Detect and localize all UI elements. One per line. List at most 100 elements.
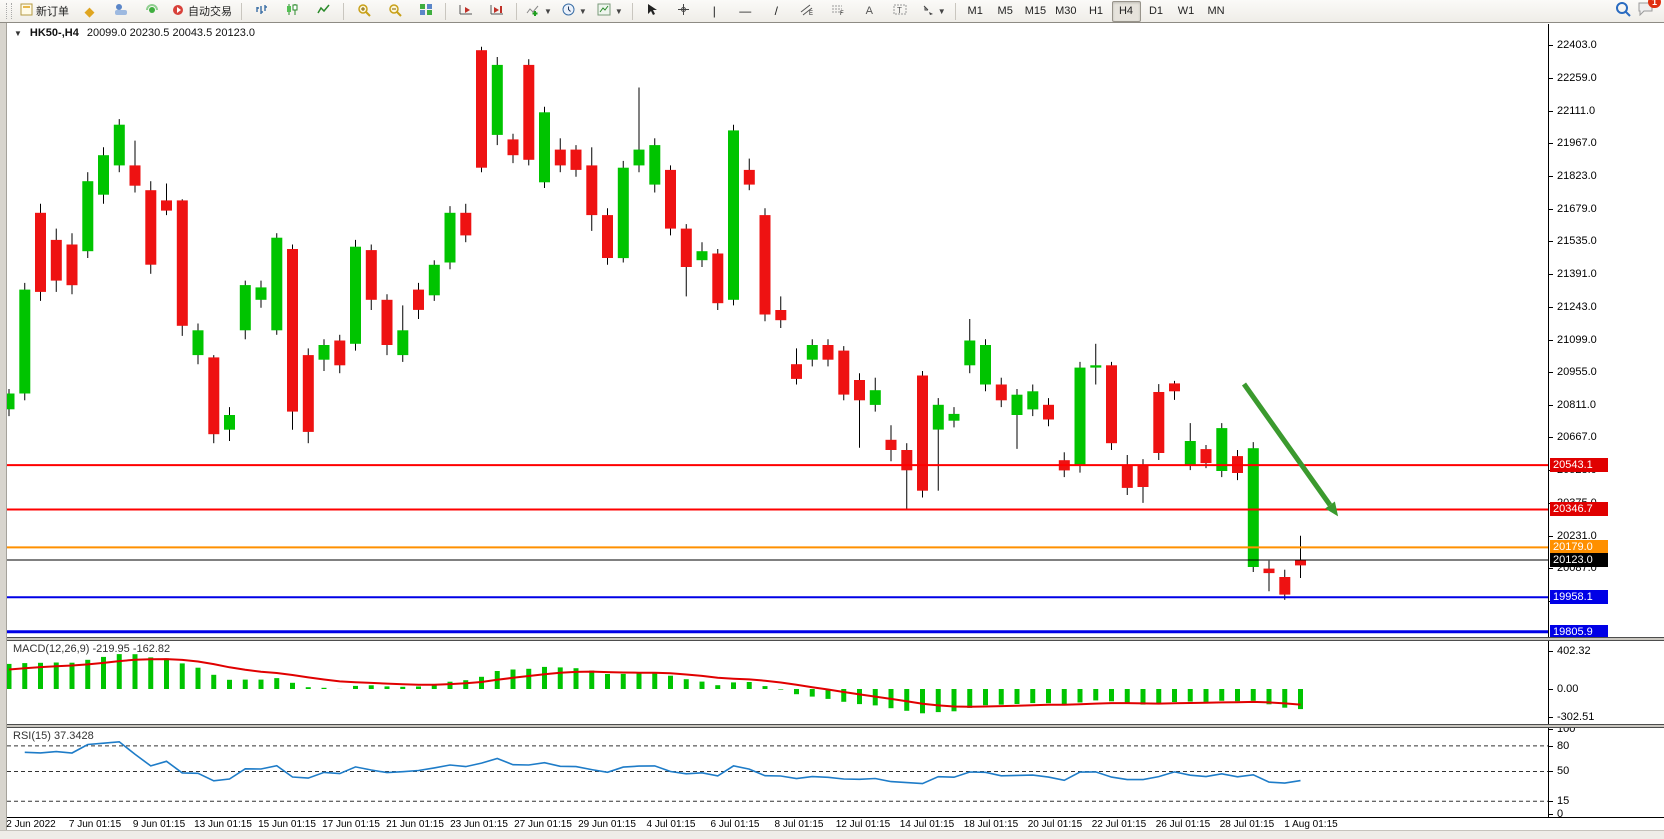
axis-tick-mark — [1549, 771, 1553, 773]
auto-scroll-icon — [459, 3, 473, 19]
price-axis[interactable]: 22403.0 22259.0 22111.0 21967.0 21823.0 21679… — [1548, 24, 1664, 820]
indicators-button[interactable]: ▼ — [522, 1, 556, 22]
cursor-icon — [646, 3, 658, 19]
signals-button[interactable] — [137, 1, 166, 22]
panel-separator[interactable] — [7, 724, 1664, 728]
timeframe-H4[interactable]: H4 — [1111, 0, 1141, 22]
chart-shift-button[interactable] — [482, 1, 511, 22]
price-chart-panel[interactable] — [7, 24, 1548, 637]
rsi-indicator-panel[interactable] — [7, 728, 1548, 817]
zoom-in-icon — [357, 3, 371, 20]
text-label-tool-button[interactable]: T — [886, 1, 915, 22]
timeframe-M15[interactable]: M15 — [1024, 5, 1047, 17]
axis-tick-mark — [1549, 372, 1553, 374]
templates-button[interactable]: ▼ — [593, 1, 627, 22]
axis-tick-mark — [1549, 273, 1553, 275]
timeframe-MN[interactable]: MN — [1207, 5, 1225, 17]
add-indicator-icon — [526, 3, 540, 19]
price-line-badge: 20123.0 — [1550, 553, 1608, 568]
axis-tick-mark — [1549, 689, 1553, 690]
time-axis-label: 13 Jun 01:15 — [194, 819, 252, 830]
gold-button[interactable]: ◆ — [75, 1, 104, 22]
time-axis-label: 15 Jun 01:15 — [258, 819, 316, 830]
tile-windows-button[interactable] — [411, 1, 440, 22]
main-toolbar: 新订单 ◆ 自动交易 — [0, 0, 1664, 23]
axis-tick-label: 22259.0 — [1557, 71, 1597, 84]
axis-tick-mark — [1549, 437, 1553, 439]
toolbar-grip[interactable] — [6, 3, 12, 19]
axis-tick-label: 21243.0 — [1557, 301, 1597, 314]
channel-tool-button[interactable]: E — [793, 1, 822, 22]
bar-chart-button[interactable] — [247, 1, 276, 22]
toolbar-separator — [241, 2, 242, 20]
timeframe-M30[interactable]: M30 — [1055, 5, 1077, 17]
vertical-line-tool-button[interactable]: | — [700, 1, 729, 22]
notification-badge: 1 — [1647, 0, 1661, 8]
price-line-badge: 20543.1 — [1550, 458, 1608, 473]
autotrading-button[interactable]: 自动交易 — [168, 1, 236, 22]
vertical-line-icon: | — [712, 4, 716, 18]
auto-scroll-button[interactable] — [451, 1, 480, 22]
timeframe-H1[interactable]: H1 — [1088, 5, 1104, 17]
new-order-label: 新订单 — [36, 6, 69, 18]
crosshair-tool-button[interactable] — [669, 1, 698, 22]
chart-title: ▼ HK50-,H4 20099.0 20230.5 20043.5 20123… — [14, 27, 255, 39]
time-axis-label: 7 Jun 01:15 — [68, 819, 122, 830]
timeframe-M1[interactable]: M1 — [967, 5, 983, 17]
line-chart-icon — [317, 3, 330, 19]
metaeditor-button[interactable] — [106, 1, 135, 22]
axis-tick-mark — [1549, 45, 1553, 46]
time-axis[interactable]: 2 Jun 2022 7 Jun 01:15 9 Jun 01:15 13 Jun 0… — [6, 817, 1664, 830]
axis-tick-mark — [1549, 208, 1553, 210]
time-axis-label: 21 Jun 01:15 — [386, 819, 444, 830]
toolbar-separator — [516, 2, 517, 20]
timeframe-D1[interactable]: D1 — [1148, 5, 1164, 17]
axis-tick-mark — [1549, 241, 1553, 243]
fibonacci-tool-button[interactable]: F — [824, 1, 853, 22]
arrows-icon — [921, 3, 934, 19]
chart-shift-icon — [490, 3, 504, 19]
time-axis-label: 17 Jun 01:15 — [322, 819, 380, 830]
candlestick-chart-icon — [286, 3, 299, 19]
timeframe-W1[interactable]: W1 — [1177, 5, 1195, 17]
axis-tick-mark — [1549, 77, 1553, 79]
notifications-button[interactable]: 1 — [1637, 0, 1661, 21]
price-line-badge: 19805.9 — [1550, 624, 1608, 639]
new-order-button[interactable]: 新订单 — [16, 1, 73, 22]
axis-tick-mark — [1549, 535, 1553, 537]
macd-indicator-panel[interactable] — [7, 641, 1548, 724]
time-axis-label: 26 Jul 01:15 — [1155, 819, 1211, 830]
axis-tick-label: 0 — [1557, 808, 1564, 820]
cursor-tool-button[interactable] — [638, 1, 667, 22]
axis-tick-label: 21099.0 — [1557, 333, 1597, 346]
axis-tick-mark — [1549, 176, 1553, 177]
axis-tick-label: -302.51 — [1557, 711, 1595, 724]
arrows-tool-button[interactable]: ▼ — [917, 1, 950, 22]
horizontal-line-icon: — — [739, 4, 752, 18]
zoom-in-button[interactable] — [349, 1, 378, 22]
text-tool-button[interactable]: A — [855, 1, 884, 22]
time-axis-label: 20 Jul 01:15 — [1027, 819, 1083, 830]
line-chart-button[interactable] — [309, 1, 338, 22]
zoom-out-button[interactable] — [380, 1, 409, 22]
timeframe-M5[interactable]: M5 — [997, 5, 1013, 17]
candlestick-chart-button[interactable] — [278, 1, 307, 22]
axis-tick-label: 20811.0 — [1557, 398, 1596, 411]
time-axis-label: 2 Jun 2022 — [6, 819, 56, 830]
panel-separator[interactable] — [7, 637, 1664, 641]
horizontal-line-tool-button[interactable]: — — [731, 1, 760, 22]
timeframe-group: M1 M5 M15 M30 H1 H4 D1 W1 MN — [961, 0, 1231, 22]
time-axis-label: 9 Jun 01:15 — [132, 819, 186, 830]
time-axis-label: 18 Jul 01:15 — [963, 819, 1019, 830]
axis-tick-mark — [1549, 728, 1553, 730]
periods-button[interactable]: ▼ — [558, 1, 591, 22]
search-icon[interactable] — [1615, 1, 1631, 22]
zoom-out-icon — [388, 3, 402, 20]
one-click-trading-toggle-icon[interactable]: ▼ — [14, 28, 22, 38]
axis-tick-label: 20667.0 — [1557, 431, 1597, 444]
axis-tick-mark — [1549, 801, 1553, 803]
trendline-tool-button[interactable]: / — [762, 1, 791, 22]
axis-tick-label: 22403.0 — [1557, 39, 1597, 51]
text-icon: A — [865, 5, 873, 17]
price-line-badge: 20346.7 — [1550, 502, 1608, 517]
